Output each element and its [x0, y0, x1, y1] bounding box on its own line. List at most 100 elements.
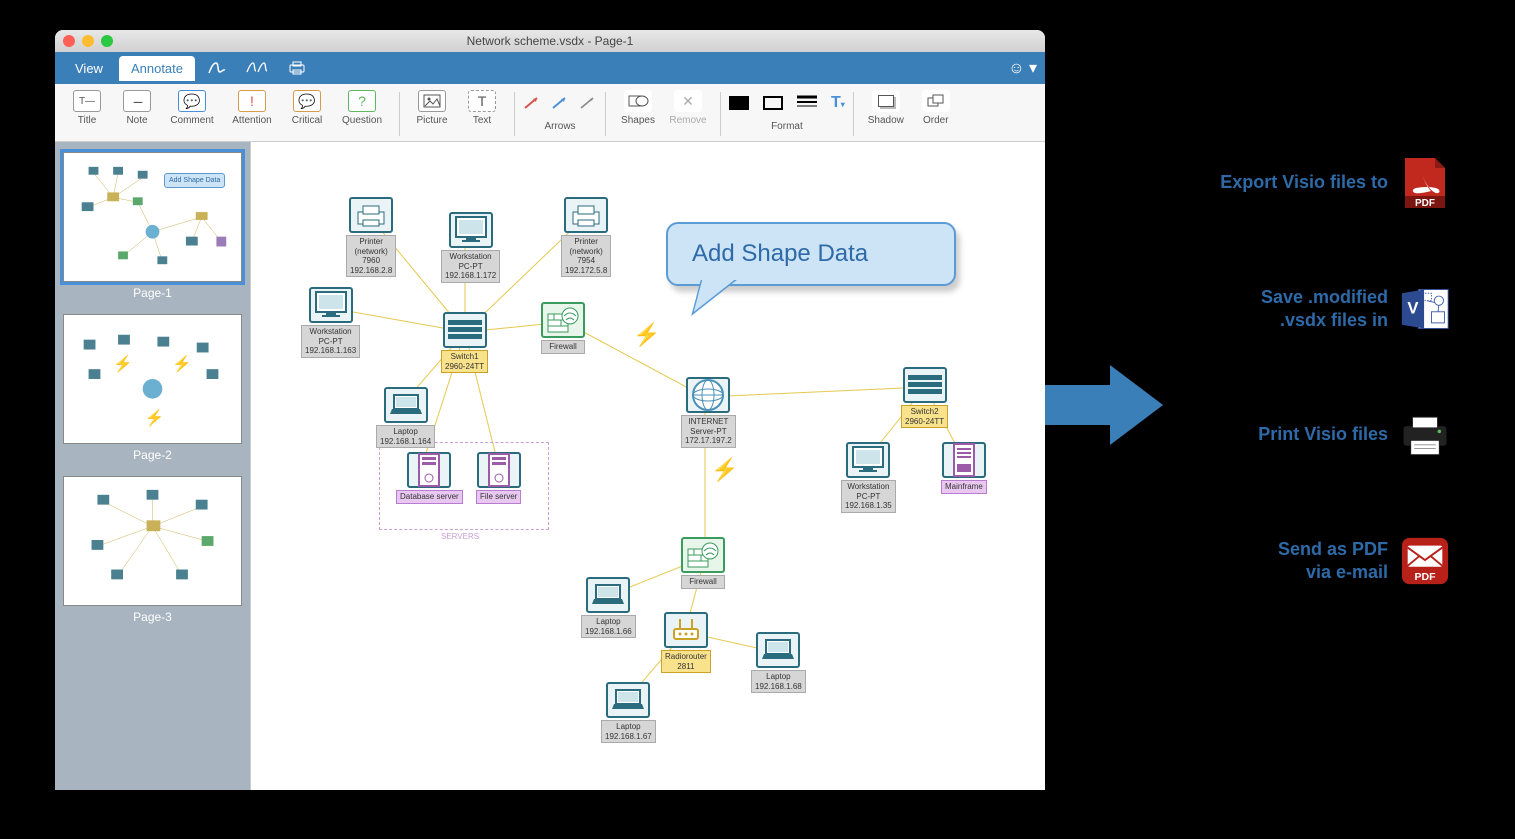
- bolt-icon: ⚡: [711, 457, 738, 483]
- feature-text: Send as PDFvia e-mail: [1278, 538, 1388, 585]
- page-thumbnail-3[interactable]: [63, 476, 242, 606]
- node-laptop1[interactable]: Laptop192.168.1.164: [376, 387, 435, 448]
- window-title: Network scheme.vsdx - Page-1: [55, 34, 1045, 48]
- toolbar: T—Title ---Note 💬Comment !Attention 💬Cri…: [55, 84, 1045, 142]
- feature-text: Save .modified.vsdx files in: [1261, 286, 1388, 333]
- email-pdf-icon: PDF: [1400, 533, 1450, 589]
- node-switch1[interactable]: Switch12960-24TT: [441, 312, 488, 373]
- initials-icon[interactable]: [245, 56, 269, 80]
- arrow-gray-icon[interactable]: [579, 96, 597, 110]
- shadow-button[interactable]: Shadow: [862, 88, 910, 126]
- svg-text:⚡: ⚡: [172, 354, 192, 373]
- separator: [720, 92, 721, 136]
- servers-group-label: SERVERS: [441, 532, 479, 541]
- feature-text: Export Visio files to: [1220, 171, 1388, 194]
- order-button[interactable]: Order: [912, 88, 960, 126]
- node-ws3[interactable]: WorkstationPC-PT192.168.1.35: [841, 442, 896, 513]
- stroke-color-button[interactable]: [763, 96, 783, 110]
- page-label-3: Page-3: [63, 610, 242, 624]
- svg-text:⚡: ⚡: [113, 354, 133, 373]
- feature-print: Print Visio files: [1180, 407, 1450, 463]
- attention-button[interactable]: !Attention: [223, 88, 281, 126]
- comment-label: Comment: [170, 115, 213, 126]
- page-thumbnail-2[interactable]: ⚡ ⚡ ⚡: [63, 314, 242, 444]
- content-area: Add Shape Data Page-1 ⚡⚡⚡ Page-2 Page-3 …: [55, 142, 1045, 790]
- node-fileserver[interactable]: File server: [476, 452, 521, 504]
- shapes-button[interactable]: Shapes: [614, 88, 662, 126]
- svg-text:V: V: [1407, 299, 1418, 318]
- node-mainframe[interactable]: Mainframe: [941, 442, 987, 494]
- tab-view[interactable]: View: [63, 56, 115, 81]
- separator: [605, 92, 606, 136]
- svg-text:PDF: PDF: [1415, 198, 1435, 209]
- note-label: Note: [126, 115, 147, 126]
- text-button[interactable]: TText: [458, 88, 506, 126]
- callout-text: Add Shape Data: [692, 240, 868, 267]
- page-sidebar: Add Shape Data Page-1 ⚡ ⚡ ⚡ Page-2 Page-3: [55, 142, 250, 790]
- page-thumbnail-1[interactable]: Add Shape Data: [63, 152, 242, 282]
- thumb-callout: Add Shape Data: [164, 173, 225, 188]
- node-dbserver[interactable]: Database server: [396, 452, 463, 504]
- pdf-icon: PDF: [1400, 155, 1450, 211]
- title-button[interactable]: T—Title: [63, 88, 111, 126]
- visio-icon: V: [1400, 281, 1450, 337]
- printer-icon: [1400, 407, 1450, 463]
- arrow-red-icon[interactable]: [523, 96, 541, 110]
- node-laptop2[interactable]: Laptop192.168.1.66: [581, 577, 636, 638]
- svg-text:⚡: ⚡: [145, 408, 165, 427]
- attention-label: Attention: [232, 115, 271, 126]
- app-window: Network scheme.vsdx - Page-1 View Annota…: [55, 30, 1045, 790]
- canvas[interactable]: SERVERS Printer(network)7960192.168.2.8 P…: [250, 142, 1045, 790]
- shape-data-callout[interactable]: Add Shape Data: [666, 222, 956, 286]
- node-laptop4[interactable]: Laptop192.168.1.67: [601, 682, 656, 743]
- node-ws2[interactable]: WorkstationPC-PT192.168.1.163: [301, 287, 360, 358]
- separator: [514, 92, 515, 136]
- question-label: Question: [342, 115, 382, 126]
- tabbar: View Annotate ☺︎ ▾: [55, 52, 1045, 84]
- node-ws1[interactable]: WorkstationPC-PT192.168.1.172: [441, 212, 500, 283]
- svg-text:PDF: PDF: [1414, 571, 1436, 583]
- critical-label: Critical: [292, 115, 323, 126]
- node-firewall1[interactable]: Firewall: [541, 302, 585, 354]
- features-list: Export Visio files to PDF Save .modified…: [1180, 155, 1450, 659]
- tab-annotate[interactable]: Annotate: [119, 56, 195, 81]
- note-button[interactable]: ---Note: [113, 88, 161, 126]
- critical-button[interactable]: 💬Critical: [283, 88, 331, 126]
- feedback-icon[interactable]: ☺︎ ▾: [1008, 58, 1037, 78]
- bolt-icon: ⚡: [633, 322, 660, 348]
- question-button[interactable]: ?Question: [333, 88, 391, 126]
- comment-button[interactable]: 💬Comment: [163, 88, 221, 126]
- node-switch2[interactable]: Switch22960-24TT: [901, 367, 948, 428]
- node-radiorouter[interactable]: Radiorouter2811: [661, 612, 711, 673]
- arrow-blue-icon[interactable]: [551, 96, 569, 110]
- arrows-label: Arrows: [523, 121, 597, 132]
- line-style-button[interactable]: [797, 94, 817, 113]
- node-internet[interactable]: INTERNETServer-PT172.17.197.2: [681, 377, 736, 448]
- feature-export-pdf: Export Visio files to PDF: [1180, 155, 1450, 211]
- text-style-button[interactable]: T▾: [831, 94, 845, 112]
- text-label: Text: [473, 115, 491, 126]
- titlebar: Network scheme.vsdx - Page-1: [55, 30, 1045, 52]
- node-printer1[interactable]: Printer(network)7960192.168.2.8: [346, 197, 396, 277]
- page-label-2: Page-2: [63, 448, 242, 462]
- export-arrow-icon: [1045, 360, 1165, 455]
- picture-button[interactable]: Picture: [408, 88, 456, 126]
- title-label: Title: [78, 115, 97, 126]
- page-label-1: Page-1: [63, 286, 242, 300]
- remove-button[interactable]: ✕Remove: [664, 88, 712, 126]
- separator: [853, 92, 854, 136]
- node-firewall2[interactable]: Firewall: [681, 537, 725, 589]
- format-label: Format: [729, 121, 845, 132]
- feature-text: Print Visio files: [1258, 423, 1388, 446]
- shapes-label: Shapes: [621, 115, 655, 126]
- separator: [399, 92, 400, 136]
- signature-icon[interactable]: [205, 56, 229, 80]
- feature-email-pdf: Send as PDFvia e-mail PDF: [1180, 533, 1450, 589]
- fill-color-button[interactable]: [729, 96, 749, 110]
- print-icon[interactable]: [285, 56, 309, 80]
- shadow-label: Shadow: [868, 115, 904, 126]
- node-printer2[interactable]: Printer(network)7954192.172.5.8: [561, 197, 611, 277]
- remove-label: Remove: [669, 115, 706, 126]
- feature-save-vsdx: Save .modified.vsdx files in V: [1180, 281, 1450, 337]
- node-laptop3[interactable]: Laptop192.168.1.68: [751, 632, 806, 693]
